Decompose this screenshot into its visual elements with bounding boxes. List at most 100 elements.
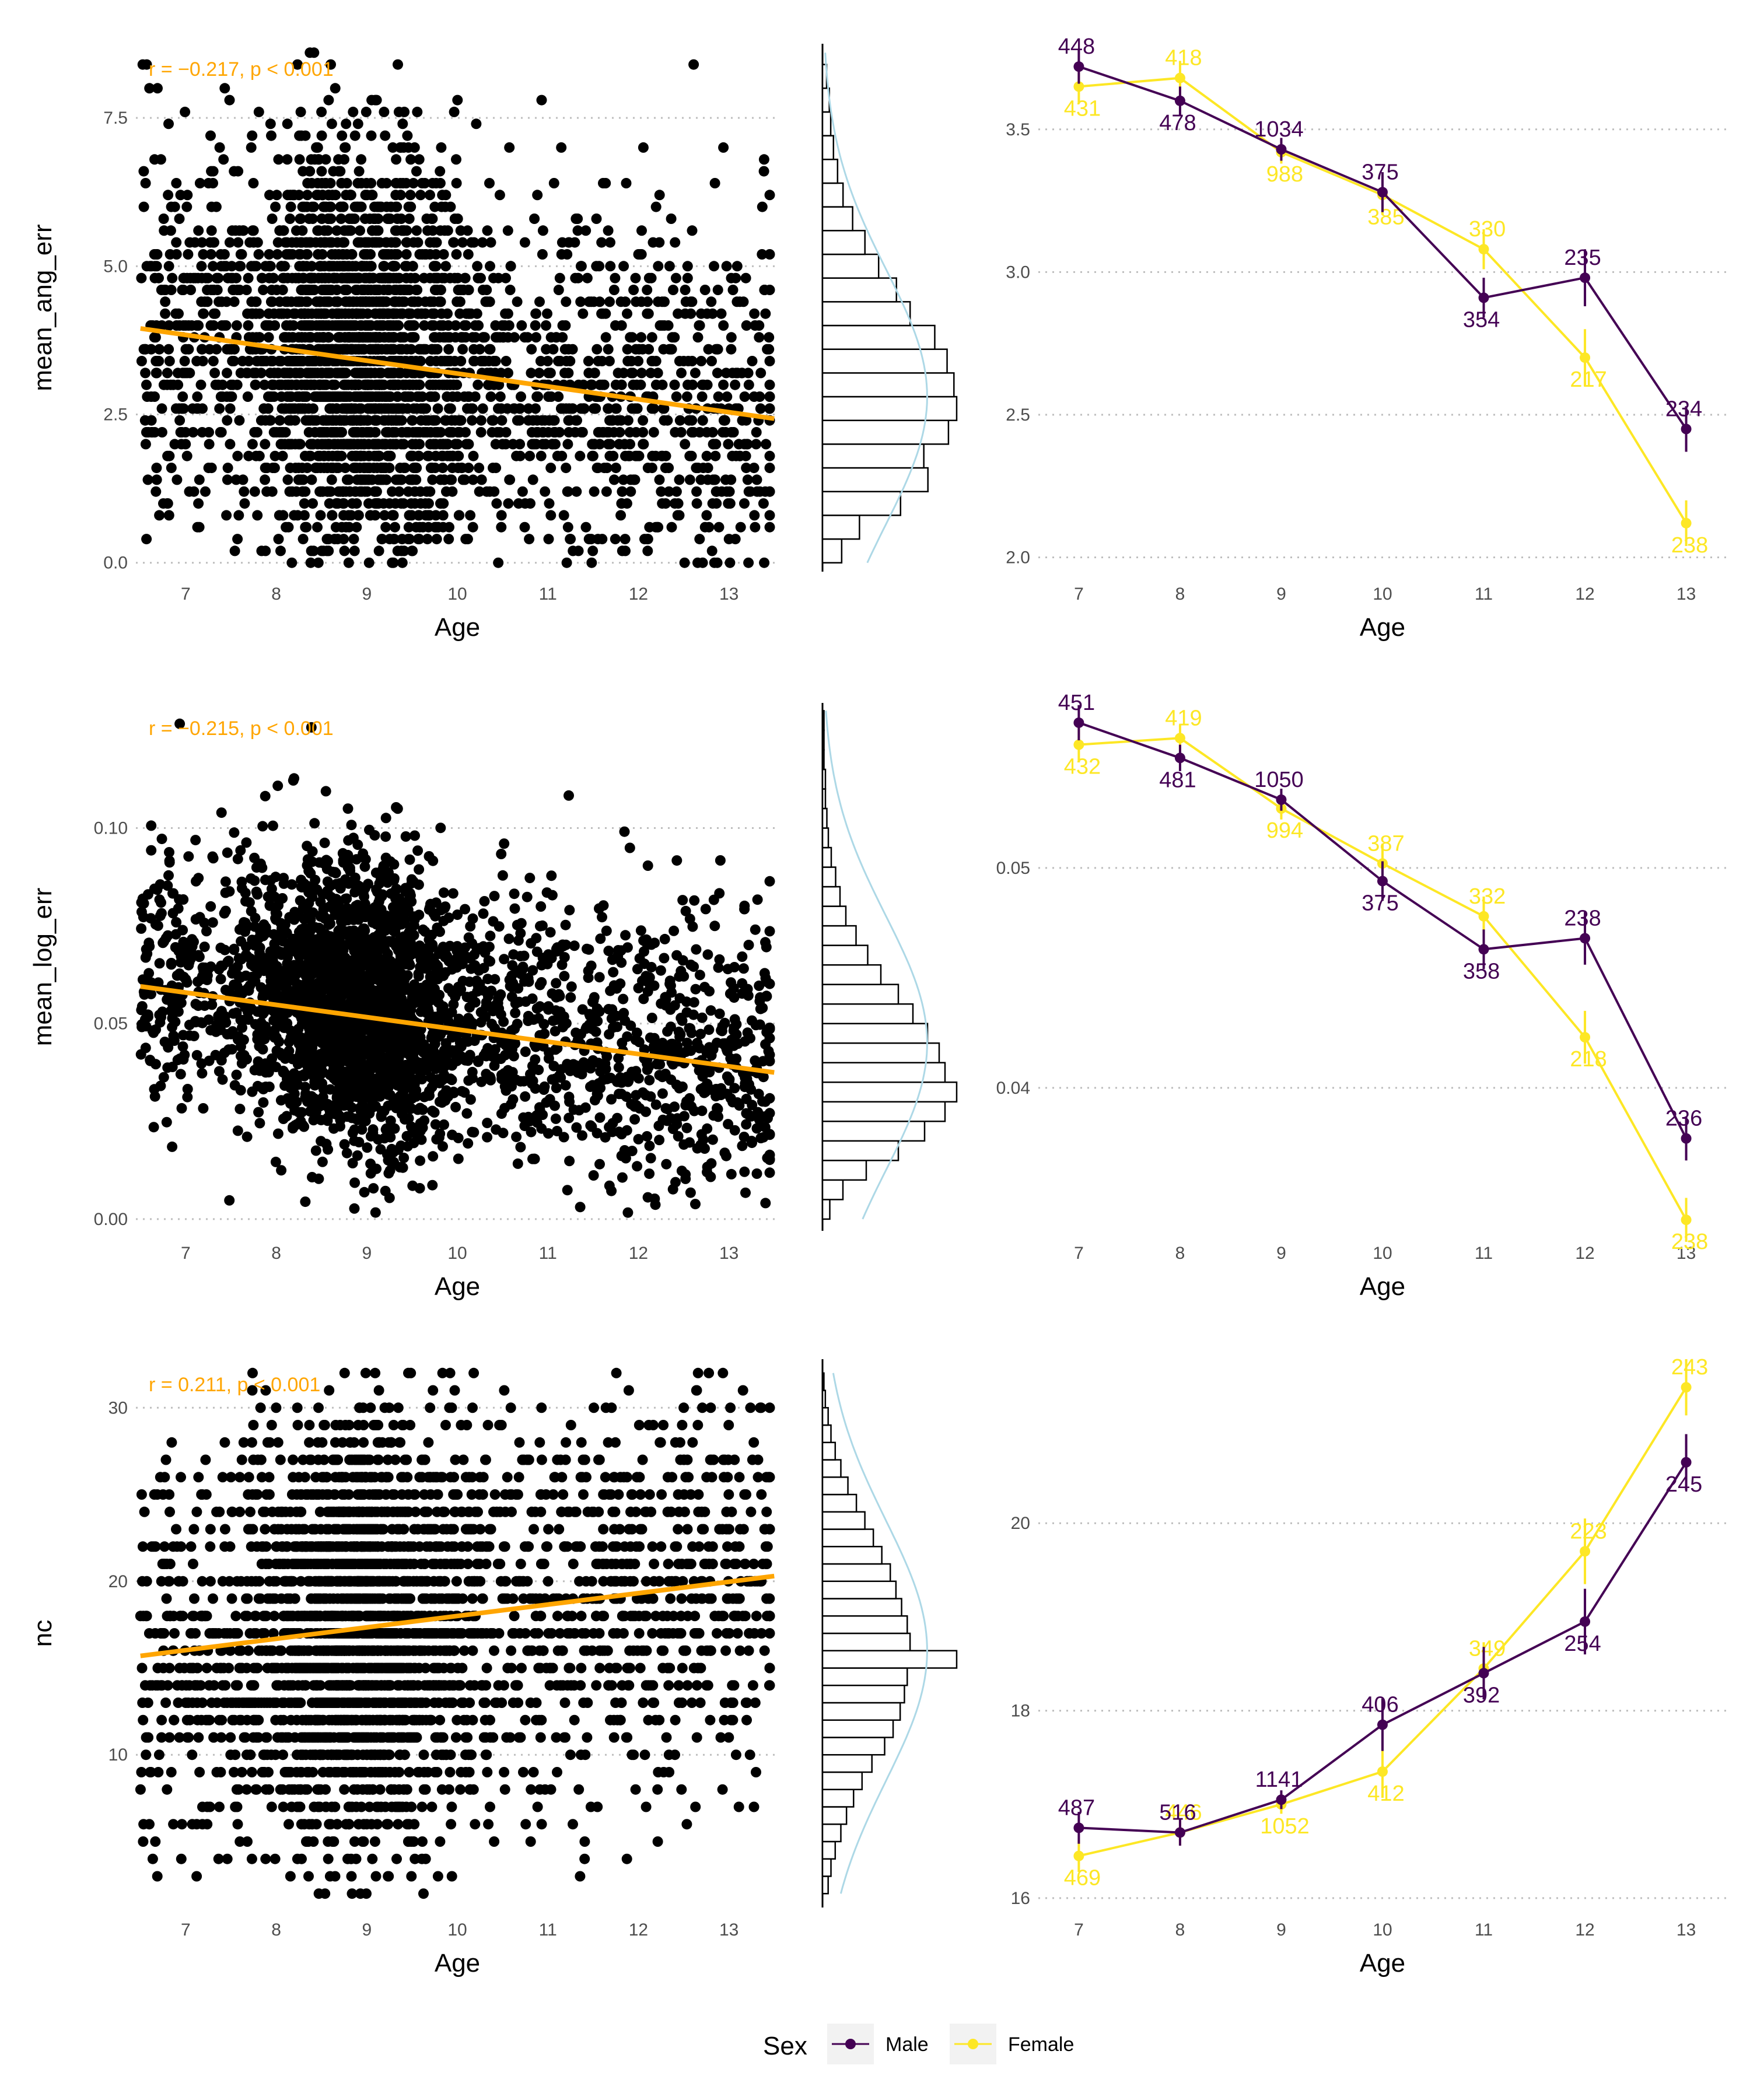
data-point bbox=[194, 474, 205, 485]
data-point bbox=[349, 1135, 360, 1146]
data-point bbox=[489, 486, 500, 497]
data-point bbox=[301, 249, 312, 260]
data-point bbox=[566, 981, 577, 992]
data-point bbox=[252, 1020, 262, 1031]
data-point bbox=[252, 510, 263, 521]
data-point bbox=[425, 356, 436, 366]
data-point bbox=[362, 1142, 373, 1153]
data-point bbox=[349, 332, 360, 343]
data-point bbox=[626, 332, 638, 343]
data-point bbox=[163, 320, 174, 331]
data-point bbox=[138, 166, 149, 177]
data-point bbox=[505, 285, 516, 295]
data-point bbox=[682, 261, 693, 272]
data-point bbox=[286, 557, 298, 568]
data-point bbox=[488, 415, 499, 426]
data-point bbox=[225, 403, 236, 414]
data-point bbox=[156, 834, 167, 845]
data-point bbox=[674, 415, 685, 426]
x-tick-label: 13 bbox=[719, 584, 738, 604]
data-point bbox=[638, 415, 649, 426]
data-point bbox=[395, 474, 406, 485]
data-point bbox=[496, 849, 507, 859]
data-point bbox=[456, 332, 467, 343]
data-point bbox=[618, 474, 629, 485]
x-tick-label: 13 bbox=[719, 1244, 738, 1263]
count-label: 234 bbox=[1665, 397, 1702, 421]
data-point bbox=[586, 557, 597, 568]
data-point bbox=[659, 415, 670, 426]
data-point bbox=[387, 510, 398, 521]
data-point bbox=[408, 178, 419, 188]
data-point bbox=[742, 474, 753, 485]
data-point bbox=[202, 272, 214, 284]
data-point bbox=[261, 486, 272, 497]
data-point bbox=[445, 474, 456, 485]
data-point bbox=[751, 427, 762, 438]
data-point bbox=[1276, 144, 1287, 155]
data-point bbox=[497, 870, 508, 881]
data-point bbox=[171, 178, 182, 188]
data-point bbox=[274, 510, 285, 521]
data-point bbox=[588, 1170, 599, 1181]
data-point bbox=[136, 356, 147, 366]
data-point bbox=[726, 344, 737, 355]
data-point bbox=[163, 344, 174, 355]
data-point bbox=[282, 296, 293, 307]
data-point bbox=[286, 237, 298, 248]
data-point bbox=[198, 249, 209, 260]
data-point bbox=[622, 356, 634, 366]
data-point bbox=[265, 296, 276, 307]
data-point bbox=[160, 308, 171, 319]
data-point bbox=[373, 439, 384, 450]
data-point bbox=[650, 450, 661, 461]
data-point bbox=[467, 522, 478, 533]
data-point bbox=[657, 1088, 668, 1099]
data-point bbox=[366, 130, 377, 141]
data-point bbox=[737, 951, 748, 962]
data-point bbox=[530, 320, 541, 331]
data-point bbox=[614, 439, 625, 450]
data-point bbox=[514, 403, 526, 414]
data-point bbox=[636, 332, 647, 343]
data-point bbox=[478, 908, 489, 919]
data-point bbox=[171, 320, 182, 331]
data-point bbox=[151, 249, 162, 260]
data-point bbox=[295, 403, 306, 414]
data-point bbox=[137, 59, 148, 70]
data-point bbox=[466, 403, 477, 414]
data-point bbox=[220, 320, 232, 331]
data-point bbox=[362, 237, 373, 248]
data-point bbox=[243, 320, 254, 331]
data-point bbox=[477, 403, 488, 414]
data-point bbox=[576, 427, 587, 438]
data-point bbox=[590, 403, 601, 414]
data-point bbox=[1073, 61, 1084, 72]
data-point bbox=[306, 545, 317, 556]
data-point bbox=[276, 1165, 287, 1176]
data-point bbox=[222, 474, 233, 485]
data-point bbox=[180, 439, 191, 450]
data-point bbox=[264, 1082, 275, 1093]
x-tick-label: 11 bbox=[539, 584, 557, 604]
data-point bbox=[695, 474, 706, 485]
data-point bbox=[197, 427, 208, 438]
data-point bbox=[247, 1086, 258, 1097]
data-point bbox=[306, 474, 317, 485]
data-point bbox=[430, 522, 442, 533]
data-point bbox=[429, 1107, 440, 1118]
data-point bbox=[420, 498, 431, 509]
y-tick-label: 0.00 bbox=[94, 1210, 128, 1229]
data-point bbox=[610, 463, 621, 474]
count-label: 330 bbox=[1469, 217, 1506, 242]
data-point bbox=[344, 272, 355, 284]
data-point bbox=[231, 320, 242, 331]
data-point bbox=[343, 557, 354, 568]
data-point bbox=[150, 486, 162, 497]
data-point bbox=[376, 296, 387, 307]
data-point bbox=[247, 439, 258, 450]
data-point bbox=[749, 510, 760, 521]
data-point bbox=[140, 439, 151, 450]
x-tick-label: 8 bbox=[1175, 584, 1185, 604]
data-point bbox=[330, 83, 341, 94]
